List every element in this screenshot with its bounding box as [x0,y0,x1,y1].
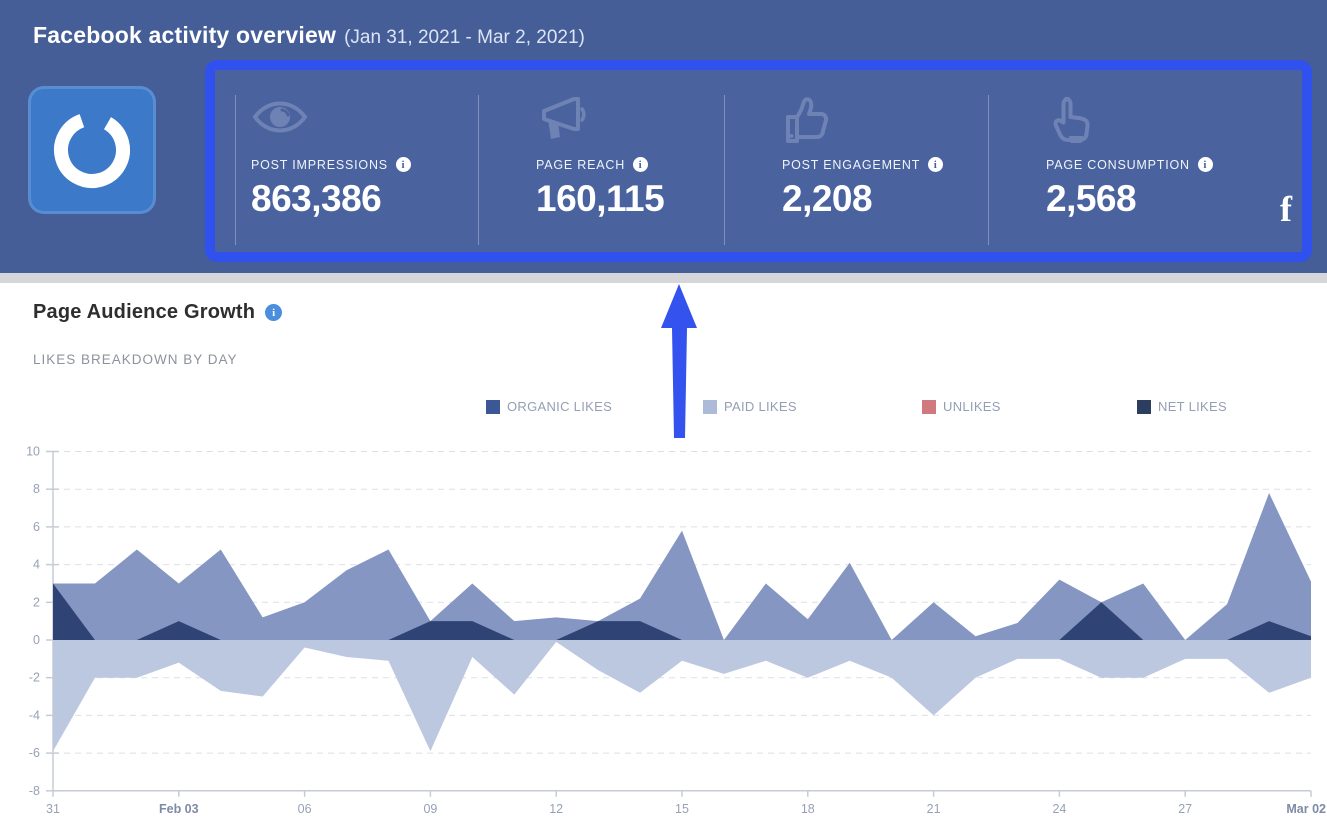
stat-post-engagement: POST ENGAGEMENT i 2,208 [724,95,988,245]
x-tick-label: 31 [46,802,60,816]
x-tick-label: Mar 02 [1286,802,1326,816]
y-tick-label: 6 [33,520,40,534]
legend-item-organic-likes[interactable]: ORGANIC LIKES [486,399,612,414]
info-icon[interactable]: i [1197,157,1213,172]
x-tick-label: 18 [801,802,815,816]
y-tick-label: -4 [29,708,40,722]
info-icon[interactable]: i [395,157,411,172]
x-tick-label: Feb 03 [159,802,199,816]
legend-swatch [1137,399,1151,414]
y-tick-label: 4 [33,558,40,572]
activity-overview-panel: POST IMPRESSIONS i 863,386 PAGE REACH i … [205,60,1312,262]
y-tick-label: -6 [29,746,40,760]
facebook-icon: f [1280,189,1292,229]
x-tick-label: 27 [1178,802,1192,816]
info-icon[interactable]: i [265,304,283,321]
y-tick-label: 8 [33,482,40,496]
section-title: Page Audience Growth [33,301,256,323]
y-tick-label: 0 [33,633,40,647]
megaphone-icon [536,95,724,145]
legend-item-paid-likes[interactable]: PAID LIKES [703,399,797,414]
x-tick-label: 09 [423,802,437,816]
series-area-paid-likes [53,640,1311,752]
stat-label: PAGE CONSUMPTION [1046,157,1190,172]
x-tick-label: 21 [927,802,941,816]
stat-label: POST IMPRESSIONS [251,157,388,172]
legend-swatch [922,399,936,414]
legend-label: PAID LIKES [724,399,797,414]
eye-icon [251,95,478,145]
legend-label: ORGANIC LIKES [507,399,613,414]
stat-value: 863,386 [251,178,382,219]
info-icon[interactable]: i [928,157,944,172]
report-date-range: (Jan 31, 2021 - Mar 2, 2021) [344,27,585,48]
stat-value: 160,115 [536,178,665,219]
y-tick-label: 2 [33,595,40,609]
y-tick-label: 10 [26,445,40,459]
stat-value: 2,208 [782,178,873,219]
report-title: Facebook activity overview [33,22,337,48]
stat-post-impressions: POST IMPRESSIONS i 863,386 [235,95,478,245]
legend-swatch [703,399,717,414]
stat-page-consumption: PAGE CONSUMPTION i 2,568 [988,95,1288,245]
x-tick-label: 15 [675,802,689,816]
page-avatar [28,86,156,214]
x-tick-label: 06 [298,802,312,816]
series-area-net-likes [53,583,1311,640]
header-title-row: Facebook activity overview (Jan 31, 2021 … [33,22,585,49]
x-tick-label: 24 [1052,802,1066,816]
legend-swatch [486,399,500,414]
ring-logo-icon [54,112,130,188]
thumbs-up-icon [782,95,988,145]
stat-label: PAGE REACH [536,157,626,172]
click-hand-icon [1046,95,1288,145]
stat-value: 2,568 [1046,178,1137,219]
section-subtitle: LIKES BREAKDOWN BY DAY [33,352,238,367]
header-divider [0,273,1327,283]
y-tick-label: -2 [29,671,40,685]
x-tick-label: 12 [549,802,563,816]
series-area-organic-likes [53,492,1311,640]
legend-item-net-likes[interactable]: NET LIKES [1137,399,1227,414]
section-heading: Page Audience Growth i [33,301,283,324]
y-tick-label: -8 [29,784,40,798]
chart-legend: ORGANIC LIKES PAID LIKES UNLIKES NET LIKES [0,399,1327,421]
legend-label: NET LIKES [1158,399,1227,414]
legend-item-unlikes[interactable]: UNLIKES [922,399,1001,414]
stat-page-reach: PAGE REACH i 160,115 [478,95,724,245]
stat-label: POST ENGAGEMENT [782,157,921,172]
info-icon[interactable]: i [633,157,649,172]
legend-label: UNLIKES [943,399,1001,414]
